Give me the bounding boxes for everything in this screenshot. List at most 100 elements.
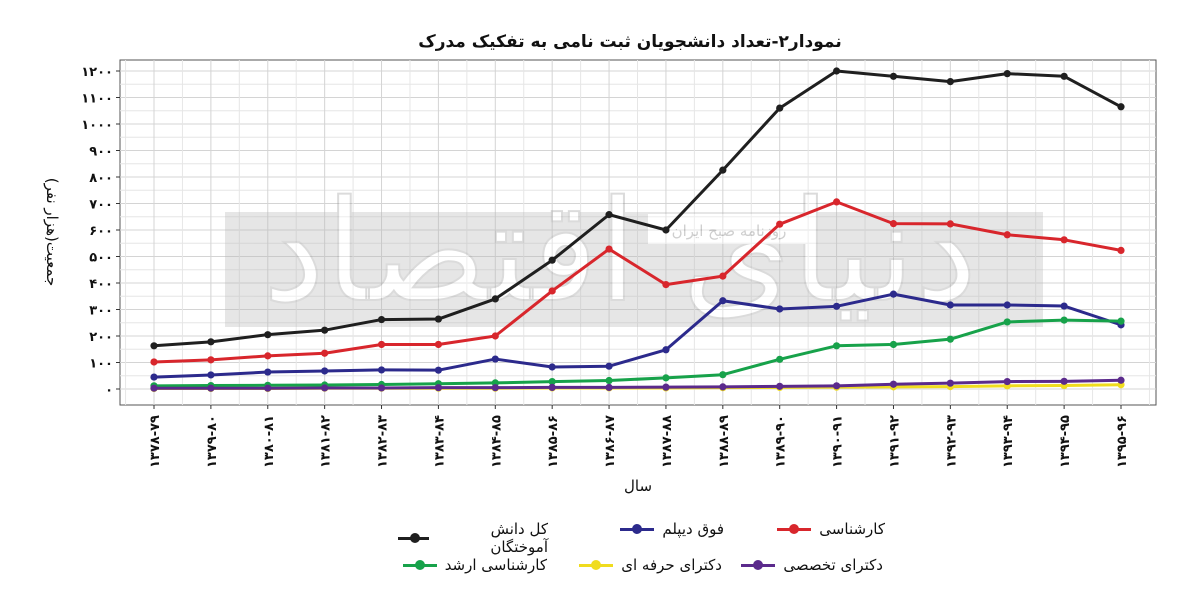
- legend-label: فوق دیپلم: [662, 520, 724, 538]
- series-line: [153, 69, 1122, 348]
- data-point: [1060, 377, 1068, 385]
- data-point: [832, 302, 841, 310]
- data-point: [1003, 377, 1011, 386]
- watermark-band: [225, 212, 1043, 327]
- y-tick-label: ۵۰۰: [89, 251, 113, 266]
- data-point: [1117, 376, 1125, 384]
- x-tick-label: ۱۳۷۸-۷۹: [148, 415, 163, 468]
- x-axis-ticks: ۱۳۷۸-۷۹ ۱۳۷۹-۸۰ ۱۳۸۰-۸۱ ۱۳۸۱-۸۲ ۱۳۸۲-۸۳ ۱۳۸۳-…: [148, 405, 1130, 468]
- data-point: [889, 72, 898, 80]
- data-point: [321, 349, 329, 357]
- data-point: [377, 366, 386, 374]
- legend-label: دکترای تخصصی: [783, 556, 883, 574]
- data-point: [832, 342, 841, 350]
- x-tick-label: ۱۳۸۷-۸۸: [660, 415, 675, 468]
- y-tick-label: ۰: [105, 383, 113, 398]
- data-point: [1117, 246, 1125, 255]
- x-tick-label: ۱۳۸۶-۸۷: [603, 415, 618, 468]
- grid-lines: [120, 60, 1156, 405]
- y-tick-label: ۳۰۰: [89, 304, 113, 319]
- x-tick-label: ۱۳۷۹-۸۰: [205, 415, 220, 468]
- data-point: [605, 383, 613, 392]
- legend-label: کارشناسی: [819, 520, 885, 538]
- legend-label: کل دانش آموختگان: [490, 520, 548, 556]
- data-point: [491, 384, 499, 392]
- data-point: [946, 379, 954, 387]
- legend-swatch: [777, 523, 812, 535]
- watermark-label: روزنامه صبح ایران: [672, 222, 787, 240]
- y-axis-ticks: ۰ ۱۰۰ ۲۰۰ ۳۰۰ ۴۰۰ ۵۰۰ ۶۰۰ ۷۰۰ ۸۰۰ ۹۰۰ ۱۰۰۰ ۱۱۰۰ ۱۲۰۰: [81, 65, 120, 398]
- data-point: [1117, 103, 1125, 111]
- data-point: [719, 166, 727, 174]
- data-point: [662, 280, 670, 289]
- legend-swatch: [741, 559, 776, 571]
- x-axis-label: سال: [624, 477, 652, 495]
- data-point: [207, 371, 215, 379]
- watermark-logo-text: دنیای اقتصاد: [263, 171, 978, 334]
- data-point: [321, 367, 329, 375]
- data-point: [377, 315, 386, 324]
- y-axis-label: جمعیت(هزار نفر): [43, 178, 61, 287]
- y-tick-label: ۱۰۰۰: [81, 118, 113, 133]
- data-point: [150, 342, 158, 350]
- y-tick-label: ۷۰۰: [89, 198, 113, 213]
- data-point: [662, 383, 670, 391]
- data-point: [264, 368, 272, 376]
- data-point: [662, 226, 670, 234]
- data-point: [719, 297, 727, 305]
- x-tick-label: ۱۳۹۲-۹۳: [944, 415, 959, 468]
- data-point: [946, 220, 954, 228]
- data-point: [719, 272, 727, 280]
- data-point: [150, 384, 158, 392]
- y-tick-label: ۱۰۰: [89, 357, 113, 372]
- data-point: [491, 295, 499, 303]
- series-layer: [150, 67, 1125, 393]
- series-line: [153, 200, 1122, 364]
- data-point: [1003, 318, 1011, 326]
- x-tick-label: ۱۳۸۸-۸۹: [717, 415, 732, 468]
- legend-item: دکترای حرفه ای: [572, 556, 722, 574]
- watermark: دنیای اقتصاد روزنامه صبح ایران: [225, 170, 1043, 335]
- data-point: [776, 104, 784, 112]
- data-point: [889, 340, 898, 349]
- legend-label: کارشناسی ارشد: [444, 556, 547, 574]
- chart-title: نمودار۲-تعداد دانشجویان ثبت نامی به تفکی…: [418, 32, 841, 52]
- y-tick-label: ۲۰۰: [89, 330, 113, 345]
- data-point: [889, 220, 898, 228]
- legend-item: کارشناسی ارشد: [397, 556, 547, 574]
- data-point: [264, 384, 272, 392]
- data-point: [605, 376, 613, 385]
- data-point: [150, 358, 158, 366]
- data-point: [605, 245, 613, 253]
- y-tick-label: ۶۰۰: [89, 224, 113, 239]
- data-point: [377, 384, 386, 392]
- data-point: [548, 383, 556, 392]
- data-point: [434, 384, 443, 392]
- x-tick-label: ۱۳۹۴-۹۵: [1058, 415, 1073, 468]
- series-5: [150, 376, 1125, 392]
- data-point: [1060, 236, 1068, 244]
- data-point: [434, 366, 443, 374]
- x-tick-label: ۱۳۸۰-۸۱: [262, 415, 277, 468]
- data-point: [264, 352, 272, 360]
- series-line: [153, 292, 1122, 379]
- y-tick-label: ۱۲۰۰: [81, 65, 113, 80]
- data-point: [832, 67, 841, 75]
- data-point: [1060, 302, 1068, 310]
- data-point: [946, 301, 954, 309]
- data-point: [1003, 70, 1011, 78]
- data-point: [889, 290, 898, 298]
- data-point: [719, 371, 727, 379]
- data-point: [321, 326, 329, 334]
- x-tick-label: ۱۳۹۳-۹۴: [1001, 415, 1016, 468]
- data-point: [207, 338, 215, 346]
- data-point: [548, 256, 556, 264]
- x-tick-label: ۱۳۸۳-۸۴: [432, 415, 447, 468]
- legend-swatch: [579, 559, 614, 571]
- y-tick-label: ۴۰۰: [89, 277, 113, 292]
- x-tick-label: ۱۳۹۰-۹۱: [831, 415, 846, 468]
- data-point: [832, 198, 841, 206]
- legend-item: دکترای تخصصی: [733, 556, 883, 574]
- x-tick-label: ۱۳۹۵-۹۶: [1115, 415, 1130, 468]
- data-point: [776, 305, 784, 313]
